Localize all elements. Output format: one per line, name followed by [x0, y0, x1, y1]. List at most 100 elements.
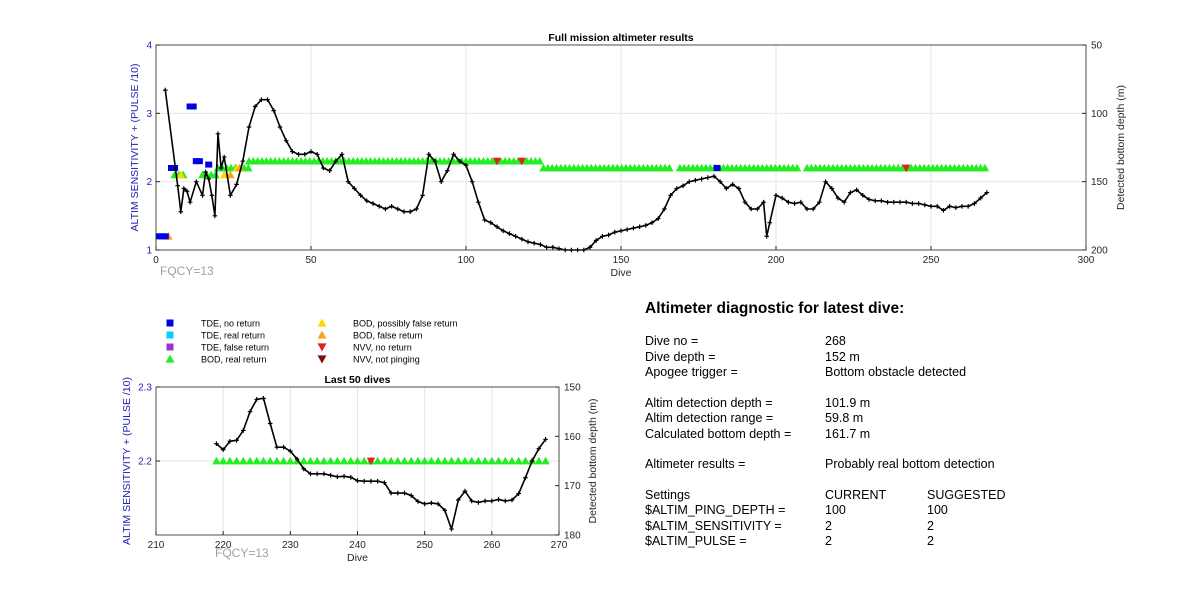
dive-depth-value: 152 m: [825, 349, 860, 364]
bod-real-return-marker: [427, 456, 436, 465]
bottom-depth-point: [175, 183, 180, 189]
bottom-depth-point: [489, 498, 495, 504]
nvv-no-return-marker: [517, 157, 526, 166]
bottom-depth-point: [655, 216, 661, 221]
calc-depth-row: Calculated bottom depth = 161.7 m: [645, 427, 1065, 443]
bottom-depth-point: [341, 473, 347, 479]
bottom-depth-point: [348, 474, 354, 480]
bod-real-return-marker: [299, 456, 308, 465]
bottom-depth-point: [388, 490, 394, 496]
bottom-depth-point: [736, 186, 742, 191]
bottom-depth-point: [860, 193, 866, 198]
legend-marker-3: [165, 354, 175, 363]
apogee-value: Bottom obstacle detected: [825, 365, 967, 379]
bottom-depth-point: [290, 149, 295, 154]
nvv-no-return-marker: [492, 157, 502, 166]
bottom-depth-point: [618, 228, 624, 234]
bottom-depth-point: [662, 206, 667, 212]
bottom-depth-point: [395, 490, 401, 496]
bod-false-return-marker: [235, 163, 244, 172]
legend-label: TDE, no return: [201, 319, 260, 329]
fqcy-annotation: FQCY=13: [160, 264, 214, 278]
bottom-depth-point: [368, 478, 374, 484]
bottom-depth-point: [267, 421, 273, 426]
legend-label: BOD, real return: [201, 355, 267, 365]
setting-name: $ALTIM_PING_DEPTH =: [645, 503, 786, 517]
setting-suggested: 2: [927, 534, 934, 548]
bottom-depth-point: [624, 227, 630, 232]
bottom-depth-point: [283, 138, 289, 143]
bottom-depth-point: [637, 224, 642, 230]
bottom-depth-point: [261, 396, 266, 401]
bottom-depth-point: [274, 444, 280, 450]
altim-depth-label: Altim detection depth =: [645, 395, 773, 410]
bottom-depth-point: [717, 179, 723, 184]
bottom-depth-point: [271, 108, 277, 113]
bottom-depth-point: [848, 190, 853, 195]
legend-marker-1: [166, 331, 174, 339]
bottom-depth-point: [482, 217, 487, 223]
y-left-tick-label: 2.3: [138, 383, 152, 394]
bottom-depth-point: [451, 152, 456, 157]
setting-current: 2: [825, 534, 832, 548]
bottom-depth-point: [314, 471, 320, 477]
bod-real-return-marker: [467, 456, 476, 465]
bottom-depth-point: [333, 158, 339, 164]
settings-label: Settings: [645, 487, 691, 502]
x-tick-label: 240: [349, 540, 366, 551]
bod-real-return-marker: [494, 456, 503, 465]
bottom-depth-point: [361, 478, 367, 484]
bottom-depth-point: [476, 500, 481, 505]
altim-range-value: 59.8 m: [825, 411, 864, 425]
bottom-depth-point: [469, 179, 475, 184]
bottom-depth-point: [693, 178, 698, 183]
bottom-depth-point: [407, 209, 413, 215]
bottom-depth-point: [209, 193, 215, 198]
bottom-depth-point: [686, 179, 692, 184]
bottom-depth-point: [221, 154, 227, 160]
legend-marker-6: [317, 343, 327, 352]
bottom-depth-point: [352, 186, 357, 191]
bottom-depth-point: [241, 428, 246, 433]
bottom-depth-point: [184, 188, 190, 194]
bottom-depth-point: [606, 232, 611, 238]
bottom-depth-point: [401, 209, 407, 215]
bottom-depth-point: [674, 186, 680, 191]
bottom-depth-point: [254, 397, 260, 402]
bottom-depth-point: [507, 231, 512, 236]
legend-label: BOD, possibly false return: [353, 319, 458, 329]
bottom-depth-point: [449, 526, 454, 532]
dive-no-label: Dive no =: [645, 334, 699, 348]
bottom-depth-point: [786, 199, 791, 205]
setting-suggested: 100: [927, 503, 948, 517]
bod-real-return-marker: [333, 456, 342, 465]
bottom-depth-point: [194, 179, 199, 184]
current-header: CURRENT: [825, 487, 887, 502]
bod-real-return-marker: [326, 456, 335, 465]
bottom-depth-point: [748, 206, 754, 212]
tde-no-return-marker: [205, 161, 213, 168]
calc-depth-value: 161.7 m: [825, 426, 871, 441]
bottom-depth-point: [200, 193, 205, 198]
x-tick-label: 250: [923, 255, 940, 266]
tde-no-return-marker: [189, 103, 197, 110]
legend-label: TDE, real return: [201, 331, 265, 341]
bod-false-return-marker: [226, 170, 235, 179]
bottom-depth-point: [203, 169, 208, 175]
y-right-tick-label: 160: [564, 432, 581, 443]
y-right-tick-label: 150: [564, 383, 581, 394]
legend-marker-7: [317, 355, 327, 364]
diagnostic-panel: Altimeter diagnostic for latest dive: Di…: [645, 300, 1065, 550]
bod-real-return-marker: [541, 456, 550, 465]
legend-label: NVV, not pinging: [353, 355, 420, 365]
bottom-depth-point: [296, 152, 301, 157]
bottom-depth-point: [314, 152, 320, 157]
altim-depth-row: Altim detection depth = 101.9 m: [645, 396, 1065, 412]
bottom-depth-point: [502, 498, 508, 504]
setting-row-sensitivity: $ALTIM_SENSITIVITY = 2 2: [645, 519, 1065, 535]
legend-marker-5: [317, 330, 327, 339]
legend-marker-0: [166, 319, 174, 327]
bottom-depth-point: [212, 213, 218, 219]
bottom-depth-point: [462, 488, 468, 494]
bottom-depth-point: [823, 179, 828, 184]
